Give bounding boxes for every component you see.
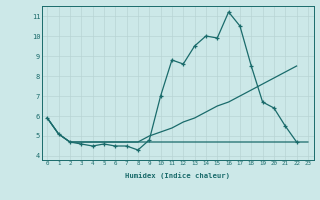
X-axis label: Humidex (Indice chaleur): Humidex (Indice chaleur) xyxy=(125,172,230,179)
